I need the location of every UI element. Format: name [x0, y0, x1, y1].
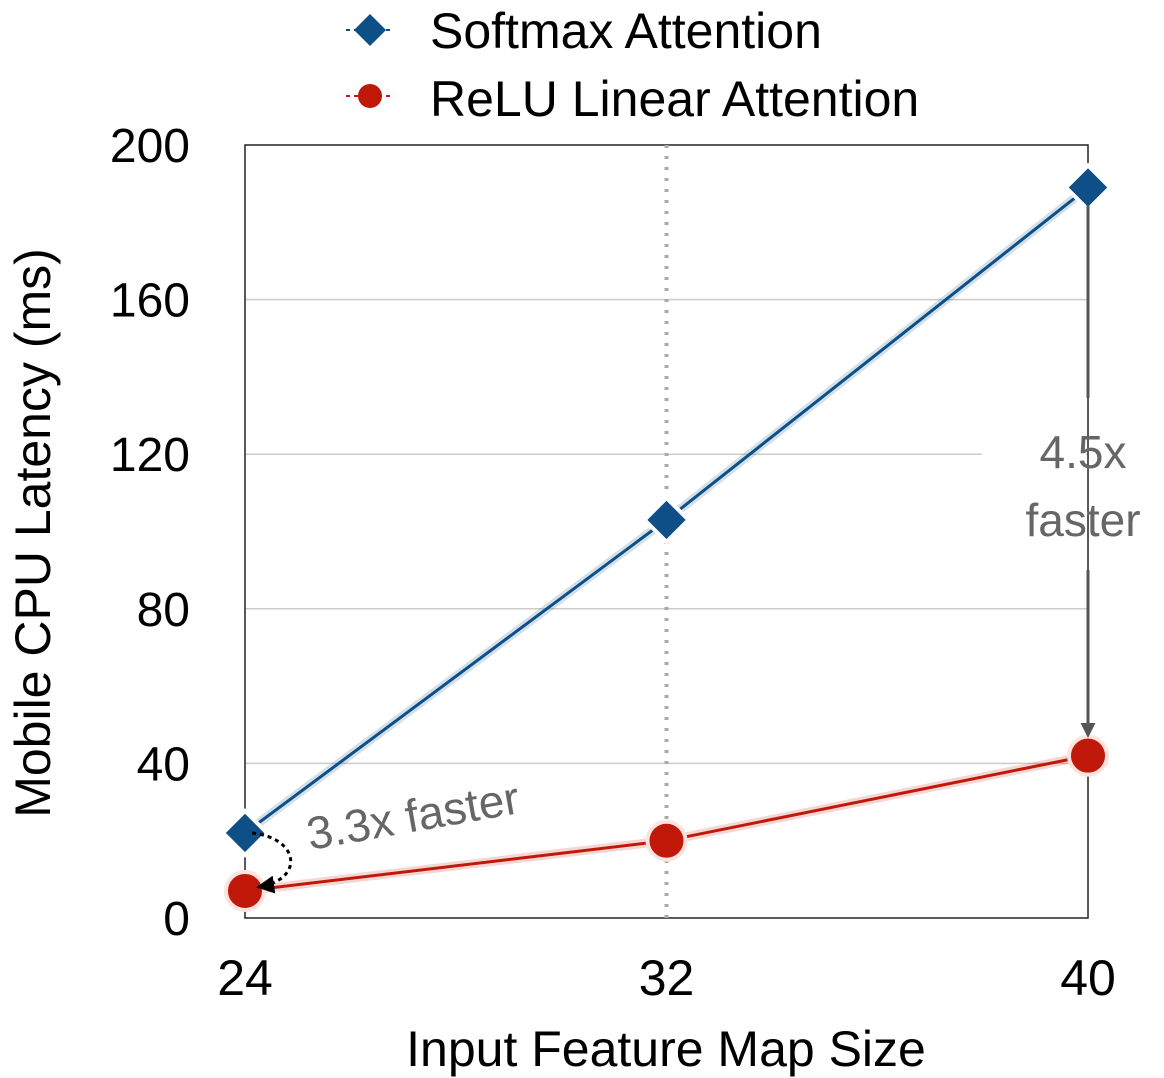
data-point-relu-32: [645, 819, 688, 862]
legend-label-softmax: Softmax Attention: [430, 3, 822, 59]
x-tick-label-40: 40: [1060, 950, 1116, 1006]
series-layer: [220, 162, 1113, 912]
x-axis-label: Input Feature Map Size: [406, 1021, 926, 1077]
y-tick-label-80: 80: [137, 584, 190, 637]
x-tick-labels: 24 32 40: [217, 950, 1116, 1006]
data-point-relu-24: [224, 869, 266, 912]
annotation-background: [982, 420, 1086, 556]
legend-item-softmax: Softmax Attention: [346, 3, 822, 59]
x-tick-label-32: 32: [639, 950, 695, 1006]
y-tick-label-120: 120: [110, 429, 190, 482]
legend: Softmax Attention ReLU Linear Attention: [346, 3, 919, 127]
annotation-4-5x-line2: faster: [1025, 494, 1140, 546]
diamond-icon: [354, 14, 386, 46]
y-tick-labels: 0 40 80 120 160 200: [110, 120, 190, 946]
series-relu: [224, 734, 1109, 912]
annotation-3-3x-text: 3.3x faster: [303, 771, 524, 860]
gridlines: [245, 298, 1088, 765]
y-tick-label-0: 0: [163, 893, 190, 946]
data-point-softmax-24: [220, 808, 270, 858]
y-axis-label: Mobile CPU Latency (ms): [5, 248, 61, 818]
series-softmax: [220, 162, 1113, 858]
data-point-softmax-32: [641, 495, 692, 545]
x-tick-label-24: 24: [217, 950, 273, 1006]
legend-label-relu: ReLU Linear Attention: [430, 71, 919, 127]
circle-icon: [358, 84, 382, 108]
speedup-arrow-small: [251, 831, 293, 894]
annotation-4-5x-line1: 4.5x: [1040, 426, 1127, 478]
annotation-4-5x: 4.5x faster: [1025, 205, 1141, 738]
legend-item-relu: ReLU Linear Attention: [346, 71, 919, 127]
y-tick-label-40: 40: [137, 738, 190, 791]
data-point-relu-40: [1067, 734, 1109, 777]
y-tick-label-200: 200: [110, 120, 190, 173]
y-tick-label-160: 160: [110, 275, 190, 328]
